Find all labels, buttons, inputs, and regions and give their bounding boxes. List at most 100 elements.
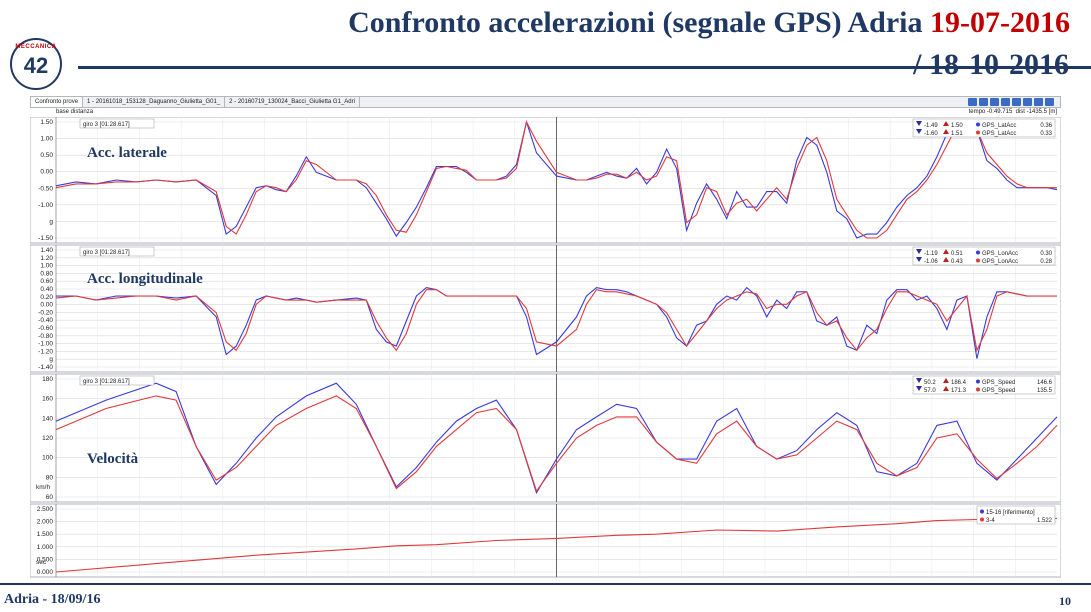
legend-swatch — [976, 387, 980, 392]
lap-label: giro 3 [01:28.617] — [83, 250, 130, 256]
legend-max: 0.43 — [951, 259, 963, 265]
y-tick-label: 0.50 — [40, 152, 53, 159]
y-tick-label: 1.50 — [40, 119, 53, 126]
y-tick-label: 140 — [42, 415, 53, 422]
y-tick-label: 0.40 — [40, 286, 53, 293]
tab-confronto[interactable]: Confronto prove — [31, 97, 84, 107]
base-label: base distanza — [56, 109, 94, 115]
y-tick-label: 1.40 — [40, 247, 53, 254]
max-marker-icon — [943, 249, 949, 254]
series-line-blue — [55, 382, 1058, 495]
legend-box — [912, 118, 1056, 138]
footer-location-date: Adria - 18/09/16 — [4, 592, 101, 607]
y-tick-label: 0.00 — [40, 302, 53, 309]
logo-text: 42 — [23, 53, 49, 78]
legend-current: 0.36 — [1040, 123, 1052, 129]
series-line-red — [55, 289, 1057, 353]
y-tick-label: 0.20 — [40, 294, 53, 301]
panel-title: Acc. laterale — [87, 145, 167, 161]
legend-box — [976, 505, 1056, 525]
page-number: 10 — [1059, 594, 1071, 608]
y-tick-label: -0.40 — [38, 317, 53, 324]
panel-frame — [30, 244, 1061, 373]
legend-current: 146.6 — [1037, 380, 1053, 386]
series-line-red — [55, 517, 1058, 573]
tab-lap-2[interactable]: 2 - 20160719_130024_Bacci_Giulietta G1_A… — [225, 97, 360, 107]
max-marker-icon — [943, 257, 949, 262]
cursor-icon[interactable] — [1012, 98, 1021, 106]
y-tick-label: 120 — [42, 435, 53, 442]
legend-current: 0.33 — [1040, 131, 1052, 137]
legend-box — [912, 246, 1056, 266]
panel-title: Velocità — [87, 451, 139, 467]
y-tick-label: 0.500 — [37, 556, 54, 563]
y-tick-label: 1.500 — [37, 531, 54, 538]
cursor-readout: tempo -0:49.715 dist -1435.5 [m] — [969, 108, 1057, 117]
y-tick-label: -0.50 — [38, 185, 53, 192]
y-tick-label: 0.000 — [37, 569, 54, 576]
legend-max: 186.4 — [951, 380, 967, 386]
tempo-readout: tempo -0:49.715 — [968, 109, 1013, 115]
layout-icon[interactable] — [1034, 98, 1043, 106]
unit-label: km/h — [36, 484, 50, 491]
legend-series: GPS_LatAcc — [982, 123, 1016, 129]
panel-title: Acc. longitudinale — [87, 271, 203, 287]
legend-current: 0.30 — [1040, 251, 1052, 257]
panel-frame — [30, 503, 1061, 578]
lap-label-box — [79, 118, 155, 129]
legend-min: 57.0 — [924, 388, 936, 394]
grid-icon[interactable] — [1023, 98, 1032, 106]
legend-min: -1.19 — [924, 251, 938, 257]
y-tick-label: 0.80 — [40, 270, 53, 277]
legend-current: 0.28 — [1040, 259, 1052, 265]
legend-series: GPS_LonAcc — [982, 259, 1018, 265]
y-tick-label: -1.00 — [38, 341, 53, 348]
y-tick-label: 2.500 — [37, 506, 54, 513]
legend-series: GPS_LatAcc — [982, 131, 1016, 137]
title-date-2: / 18-10-2016 — [913, 48, 1069, 81]
y-tick-label: 0.60 — [40, 278, 53, 285]
legend-series: 3-4 — [986, 518, 995, 524]
y-tick-label: -1.40 — [38, 364, 53, 371]
min-marker-icon — [916, 386, 922, 391]
legend-series: GPS_LonAcc — [982, 251, 1018, 257]
tab-lap-1[interactable]: 1 - 20161018_153128_Daguanno_Giulietta_G… — [83, 97, 226, 107]
chart-panel-0: 1.50 1.00 0.50 0.00 -0.50 -1.00 g -1.50 giro 3 [… — [30, 117, 1061, 244]
zoom-fit-icon[interactable] — [990, 98, 999, 106]
y-tick-label: -0.20 — [38, 309, 53, 316]
y-tick-label: -0.60 — [38, 325, 53, 332]
y-tick-label: 1.00 — [40, 136, 53, 143]
legend-max: 0.51 — [951, 251, 963, 257]
y-tick-label: -1.00 — [38, 202, 53, 209]
legend-min: -1.06 — [924, 259, 938, 265]
zoom-in-icon[interactable] — [968, 98, 977, 106]
legend-max: 1.50 — [951, 123, 963, 129]
logo-subtext: MECCANICA — [15, 44, 57, 50]
chart-panel-2: 180 160 140 120 100 80 60 giro 3 [01:28.617] km/… — [30, 373, 1061, 503]
y-tick-label: 1.20 — [40, 255, 53, 262]
settings-icon[interactable] — [1045, 98, 1054, 106]
y-tick-label: 1.00 — [40, 263, 53, 270]
lap-label: giro 3 [01:28.617] — [83, 122, 130, 128]
legend-swatch — [976, 130, 980, 135]
software-tabbar: Confronto prove 1 - 20161018_153128_Dagu… — [30, 96, 1061, 108]
lap-label-box — [79, 375, 155, 386]
y-tick-label: 80 — [46, 474, 54, 481]
footer-rule — [0, 583, 1091, 585]
pan-icon[interactable] — [1001, 98, 1010, 106]
series-line-red — [55, 395, 1058, 493]
legend-swatch — [976, 250, 980, 255]
legend-series: GPS_Speed — [982, 380, 1015, 386]
unit-label: sec — [36, 559, 47, 566]
y-tick-label: -1.50 — [38, 235, 53, 242]
series-line-blue — [55, 119, 1058, 239]
y-tick-label: g — [49, 356, 53, 363]
legend-min: -1.49 — [924, 123, 938, 129]
min-marker-icon — [916, 257, 922, 262]
max-marker-icon — [943, 121, 949, 126]
min-marker-icon — [916, 121, 922, 126]
meccanica-logo: MECCANICA 42 — [10, 38, 62, 90]
zoom-out-icon[interactable] — [979, 98, 988, 106]
title-main: Confronto accelerazioni (segnale GPS) Ad… — [348, 6, 931, 39]
y-tick-label: 60 — [46, 494, 54, 501]
